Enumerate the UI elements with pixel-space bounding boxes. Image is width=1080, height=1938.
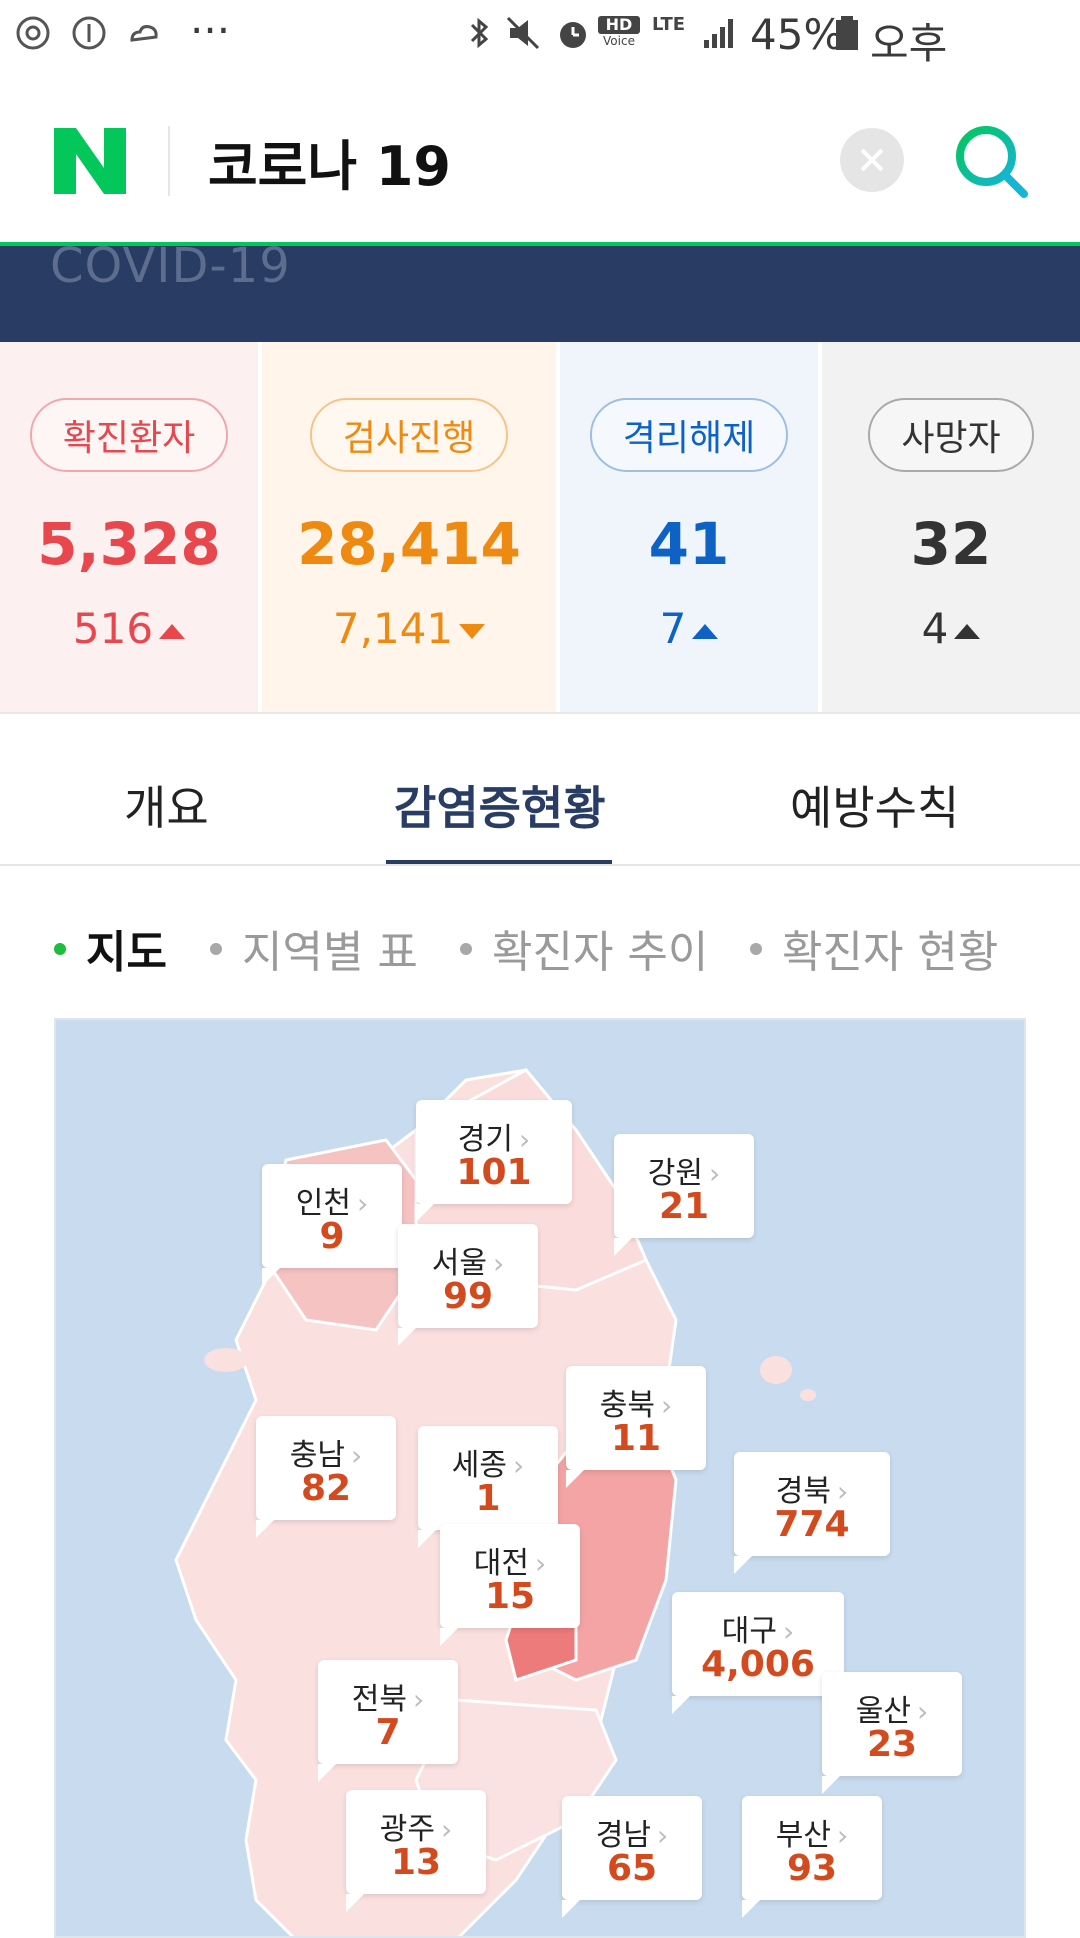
map-island: [204, 1348, 248, 1372]
stat-delta: 7: [560, 604, 818, 653]
map-island: [760, 1356, 792, 1384]
region-callout-gangwon[interactable]: 강원 › 21: [614, 1134, 754, 1256]
chevron-right-icon: ›: [837, 1475, 849, 1508]
banner-title: COVID-19: [50, 246, 291, 294]
bullet-icon: [750, 943, 762, 955]
stat-released[interactable]: 격리해제 41 7: [560, 342, 818, 712]
chevron-right-icon: ›: [493, 1247, 505, 1280]
bullet-icon: [460, 943, 472, 955]
location-icon: [72, 16, 106, 50]
region-callout-daejeon[interactable]: 대전 › 15: [440, 1524, 580, 1646]
region-callout-incheon[interactable]: 인천 › 9: [262, 1164, 402, 1286]
region-callout-jeonbuk[interactable]: 전북 › 7: [318, 1660, 458, 1782]
alarm-icon: [560, 22, 586, 48]
stat-value: 5,328: [37, 510, 221, 578]
battery-icon: [836, 16, 858, 50]
weather-icon: [130, 25, 158, 42]
search-header: 코로나 19: [0, 70, 1080, 246]
signal-icon: [704, 19, 733, 48]
sub-tabs: 지도 지역별 표 확진자 추이 확진자 현황: [0, 866, 1080, 1016]
chevron-right-icon: ›: [709, 1157, 721, 1190]
chevron-right-icon: ›: [535, 1547, 547, 1580]
arrow-up-icon: [159, 624, 186, 639]
region-callout-chungbuk[interactable]: 충북 › 11: [566, 1366, 706, 1488]
chevron-right-icon: ›: [917, 1695, 929, 1728]
chevron-right-icon: ›: [519, 1123, 531, 1156]
arrow-down-icon: [459, 624, 486, 639]
close-icon: [860, 148, 884, 172]
subtab-map[interactable]: 지도: [54, 916, 167, 980]
korea-map[interactable]: 경기 › 101 인천 › 9 강원 › 21 서울 › 99 충북 › 11 충남 › 8…: [54, 1018, 1026, 1938]
stat-delta: 4: [822, 604, 1080, 653]
region-callout-gyeongnam[interactable]: 경남 › 65: [562, 1796, 702, 1918]
stat-value: 28,414: [297, 510, 521, 578]
tab-overview[interactable]: 개요: [124, 781, 209, 835]
stat-confirmed[interactable]: 확진환자 5,328 516: [0, 342, 258, 712]
stat-value: 32: [910, 510, 992, 578]
more-notifications: ···: [190, 6, 231, 55]
main-tabs: 개요 감염증현황 예방수칙: [0, 714, 1080, 866]
search-icon[interactable]: [952, 122, 1032, 202]
stat-deaths[interactable]: 사망자 32 4: [822, 342, 1080, 712]
region-callout-ulsan[interactable]: 울산 › 23: [822, 1672, 962, 1794]
chevron-right-icon: ›: [357, 1187, 369, 1220]
chevron-right-icon: ›: [783, 1615, 795, 1648]
bluetooth-icon: [470, 17, 489, 49]
subtab-trend[interactable]: 확진자 추이: [460, 916, 708, 980]
region-callout-seoul[interactable]: 서울 › 99: [398, 1224, 538, 1346]
region-callout-chungnam[interactable]: 충남 › 82: [256, 1416, 396, 1538]
region-callout-gwangju[interactable]: 광주 › 13: [346, 1790, 486, 1912]
chevron-right-icon: ›: [837, 1819, 849, 1852]
region-callout-gyeongbuk[interactable]: 경북 › 774: [734, 1452, 890, 1574]
bullet-icon: [210, 943, 222, 955]
tab-infection-status[interactable]: 감염증현황: [394, 781, 606, 835]
status-bar: ··· HD Voice LTE 45% 오후 12:29: [0, 0, 1080, 120]
chevron-right-icon: ›: [351, 1439, 363, 1472]
stat-label-pill: 확진환자: [30, 398, 228, 472]
chevron-right-icon: ›: [441, 1813, 453, 1846]
arrow-up-icon: [954, 624, 981, 639]
stat-label-pill: 검사진행: [310, 398, 508, 472]
stat-delta: 7,141: [262, 604, 556, 653]
stat-label-pill: 격리해제: [590, 398, 788, 472]
chevron-right-icon: ›: [513, 1449, 525, 1482]
subtab-case-status[interactable]: 확진자 현황: [750, 916, 998, 980]
stat-delta: 516: [0, 604, 258, 653]
search-query[interactable]: 코로나 19: [208, 135, 451, 198]
chevron-right-icon: ›: [413, 1683, 425, 1716]
subtab-region-table[interactable]: 지역별 표: [210, 916, 418, 980]
region-callout-daegu[interactable]: 대구 › 4,006: [672, 1592, 844, 1714]
stat-label-pill: 사망자: [868, 398, 1034, 472]
active-tab-indicator: [386, 860, 612, 864]
region-callout-sejong[interactable]: 세종 › 1: [418, 1426, 558, 1548]
stat-value: 41: [648, 510, 730, 578]
sync-icon: [16, 16, 50, 50]
chevron-right-icon: ›: [657, 1819, 669, 1852]
lte-indicator: LTE: [652, 14, 686, 35]
covid-banner: COVID-19: [0, 246, 1080, 342]
tab-prevention[interactable]: 예방수칙: [790, 781, 960, 835]
stat-testing[interactable]: 검사진행 28,414 7,141: [262, 342, 556, 712]
mute-icon: [506, 16, 540, 50]
arrow-up-icon: [692, 624, 719, 639]
battery-percent: 45%: [750, 10, 844, 59]
stats-panel: 확진환자 5,328 516 검사진행 28,414 7,141 격리해제 41…: [0, 342, 1080, 714]
header-divider: [168, 126, 170, 196]
region-callout-gyeonggi[interactable]: 경기 › 101: [416, 1100, 572, 1222]
map-island: [800, 1389, 816, 1401]
hd-voice-icon: HD Voice: [598, 16, 640, 54]
clear-search-button[interactable]: [840, 128, 904, 192]
chevron-right-icon: ›: [661, 1389, 673, 1422]
map-island: [196, 1560, 216, 1600]
naver-logo[interactable]: [54, 128, 126, 194]
bullet-icon: [54, 943, 66, 955]
region-callout-busan[interactable]: 부산 › 93: [742, 1796, 882, 1918]
